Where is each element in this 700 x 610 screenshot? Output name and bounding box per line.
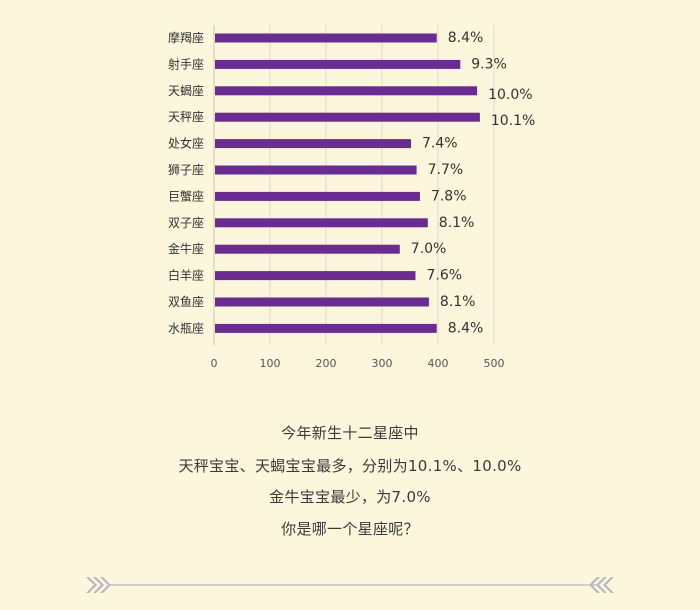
- bar: [215, 191, 420, 201]
- category-label: 金牛座: [168, 241, 204, 256]
- data-label: 10.1%: [491, 113, 535, 129]
- category-label: 狮子座: [168, 162, 204, 177]
- category-label: 巨蟹座: [168, 188, 204, 203]
- bar: [215, 165, 417, 175]
- data-label: 7.0%: [411, 241, 447, 257]
- data-label: 7.8%: [431, 188, 467, 204]
- category-label: 天蝎座: [168, 83, 204, 98]
- category-label: 双鱼座: [168, 294, 204, 309]
- data-label: 8.1%: [439, 215, 475, 231]
- caption-line-2: 天秤宝宝、天蝎宝宝最多，分别为10.1%、10.0%: [178, 457, 522, 475]
- x-tick-label: 200: [316, 357, 337, 370]
- bar: [215, 244, 400, 254]
- x-tick-label: 100: [260, 357, 281, 370]
- category-label: 摩羯座: [168, 30, 204, 45]
- bar: [215, 139, 411, 149]
- x-tick-label: 300: [372, 357, 393, 370]
- data-label: 9.3%: [471, 56, 507, 72]
- data-label: 7.6%: [426, 268, 462, 284]
- category-label: 处女座: [168, 136, 204, 151]
- data-label: 8.4%: [448, 320, 484, 336]
- bar: [215, 323, 437, 333]
- category-label: 白羊座: [168, 268, 204, 283]
- bar: [215, 297, 429, 307]
- x-tick-label: 400: [428, 357, 449, 370]
- category-label: 射手座: [168, 56, 204, 71]
- right-arrow-ornament: [589, 577, 614, 593]
- caption-line-4: 你是哪一个星座呢？: [281, 520, 419, 538]
- chart-area: 0 100 200 300 400 500 摩羯座 8.4% 射手座 9.3% 天蝎座 10.0% 天秤…: [168, 25, 535, 370]
- bar: [215, 59, 461, 69]
- bar: [215, 33, 437, 43]
- left-arrow-ornament: [86, 577, 111, 593]
- bar-chart: 0 100 200 300 400 500 摩羯座 8.4% 射手座 9.3% 天蝎座 10.0% 天秤…: [168, 25, 535, 370]
- category-label: 天秤座: [168, 109, 204, 124]
- data-label: 7.4%: [422, 136, 458, 152]
- x-tick-label: 500: [484, 357, 505, 370]
- bar: [215, 112, 480, 122]
- x-tick-label: 0: [211, 357, 218, 370]
- caption-line-3: 金牛宝宝最少，为7.0%: [269, 488, 431, 506]
- decorative-divider: [86, 577, 614, 593]
- bar: [215, 86, 478, 96]
- caption-line-1: 今年新生十二星座中: [281, 424, 419, 442]
- category-label: 水瓶座: [168, 320, 204, 335]
- category-label: 双子座: [168, 215, 204, 230]
- data-label: 7.7%: [428, 162, 464, 178]
- bar: [215, 271, 416, 281]
- data-label: 10.0%: [488, 87, 532, 103]
- bar: [215, 218, 428, 228]
- data-label: 8.4%: [448, 30, 484, 46]
- data-label: 8.1%: [440, 294, 476, 310]
